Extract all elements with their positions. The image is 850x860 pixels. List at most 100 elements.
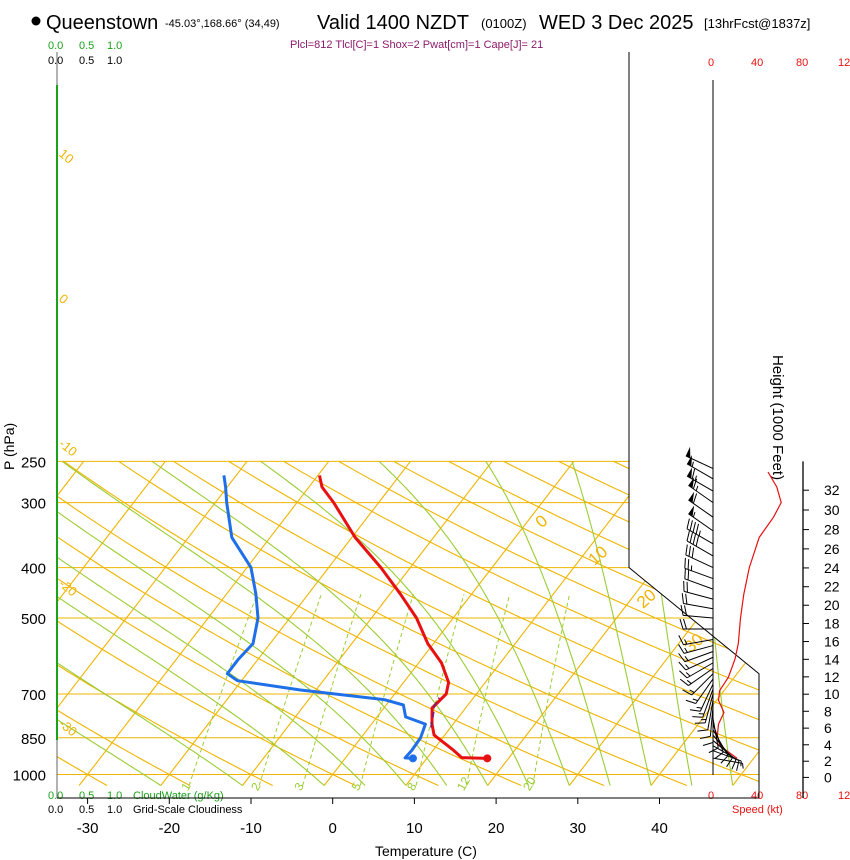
moist-adiabat-line [57,460,407,786]
cloud-top-tick: 0.0 [48,40,63,52]
wind-barb-feather [692,534,696,545]
wind-barb-shaft [684,651,714,663]
wind-barb-icon [688,491,714,518]
wind-barb-feather [685,544,688,555]
height-tick-label: 30 [824,502,840,518]
dry-adiabat-line [448,460,759,787]
wind-barb-feather [714,751,724,759]
cloud-bottom-sub-tick: 0.5 [79,804,94,816]
diagram-right-boundary [628,52,760,798]
wind-barb-flag [685,446,691,458]
height-axis-title: Height (1000 Feet) [769,355,786,480]
wind-barb-feather [697,729,708,732]
height-tick-label: 28 [824,522,840,538]
wind-speed-tick: 0 [708,790,714,802]
wind-barb-shaft [712,757,743,764]
wind-barb-icon [688,477,714,504]
moist-adiabat-line [151,460,489,786]
isotherm-line [78,461,330,786]
x-tick-label: 20 [488,820,505,837]
wind-barb-feather [683,618,687,630]
wind-barb-half-feather [689,689,695,693]
surface-temperature-point [483,754,492,763]
mixing-ratio-line [466,594,511,786]
wind-speed-tick: 80 [796,57,808,69]
mixing-ratio-label: 3 [291,780,307,793]
wind-barb-shaft [686,528,714,545]
dry-adiabat-line [228,460,759,787]
wind-speed-ticks-bottom: 0 40 80 12 [708,790,850,802]
cloud-sub-tick: 0.0 [48,55,63,67]
cloud-bottom-sub-tick: 0.0 [48,804,63,816]
wind-barb-feather [683,605,688,616]
moist-adiabat-line [57,460,325,786]
wind-barb-half-feather [742,763,744,769]
dewpoint-profile-line [222,475,427,760]
y-axis-title: P (hPa) [1,423,17,470]
wind-barb-icon [679,667,714,686]
dry-adiabat-line [63,460,688,787]
wind-barb-feather [682,689,693,696]
chart-plot-area: 1 2 3 5 8 12 200102030100-10-20-30250300400500… [0,52,840,837]
wind-barb-feather [695,535,700,547]
wind-barb-icon [708,718,719,754]
wind-barb-half-feather [684,656,689,661]
wind-barb-shaft [685,554,714,569]
wind-barb-shaft [709,706,714,737]
x-tick-label: 10 [406,820,423,837]
wind-barb-flag [688,477,695,489]
height-tick-label: 8 [824,703,832,719]
x-tick-label: 30 [569,820,586,837]
wind-barb-icon [689,683,714,712]
wind-barb-half-feather [695,485,699,492]
wind-barb-icon [682,673,714,696]
dry-adiabat-line [338,460,759,787]
x-tick-label: 40 [651,820,668,837]
dry-adiabat-label: -10 [56,436,80,460]
mixing-ratio-line [415,594,465,786]
wind-barb-icon [702,712,714,747]
wind-barb-feather [678,661,687,671]
cloud-top-tick: 0.5 [79,40,94,52]
wind-barb-shaft [707,700,714,730]
cloud-bottom-tick: 0.5 [79,790,94,802]
wind-barb-feather [692,716,703,718]
wind-barb-feather [731,759,737,770]
wind-barb-feather [678,635,684,645]
cloud-bottom-tick: 0.0 [48,790,63,802]
height-tick-label: 14 [824,651,840,667]
wind-barb-half-feather [685,672,691,677]
wind-speed-tick: 80 [796,790,808,802]
dry-adiabat-label: -30 [56,716,80,740]
wind-barb-flag [687,467,693,479]
wind-barb-icon [697,700,714,732]
wind-speed-label: Speed (kt) [732,804,783,816]
isotherm-line [0,461,2,785]
pressure-tick-label: 850 [21,731,46,748]
wind-barb-feather [686,518,690,529]
mixing-ratio-label: 2 [248,780,264,793]
wind-barb-half-feather [694,475,697,481]
isotherm-line [568,461,759,786]
wind-barb-feather [684,568,686,579]
wind-barb-icon [686,467,714,492]
wind-barb-icon [680,605,714,619]
moist-adiabat-line [571,461,652,786]
wind-barb-shaft [685,455,714,469]
wind-barb-icon [678,644,714,654]
wind-barb-feather [685,699,696,704]
height-tick-label: 0 [824,769,832,785]
height-tick-label: 32 [824,482,840,498]
height-tick-label: 26 [824,541,840,557]
height-tick-label: 4 [824,737,832,753]
moist-adiabat-line [260,460,530,786]
wind-barb-shaft [683,590,714,600]
wind-barb-icon [712,757,744,769]
wind-barb-icon [685,544,714,569]
dry-adiabat-line [57,460,605,787]
mixing-ratio-line [188,594,258,786]
cloud-scale-top: 0.0 0.5 1.0 0.0 0.5 1.0 [48,40,122,67]
wind-barb-shaft [683,645,714,654]
wind-speed-tick: 0 [708,57,714,69]
